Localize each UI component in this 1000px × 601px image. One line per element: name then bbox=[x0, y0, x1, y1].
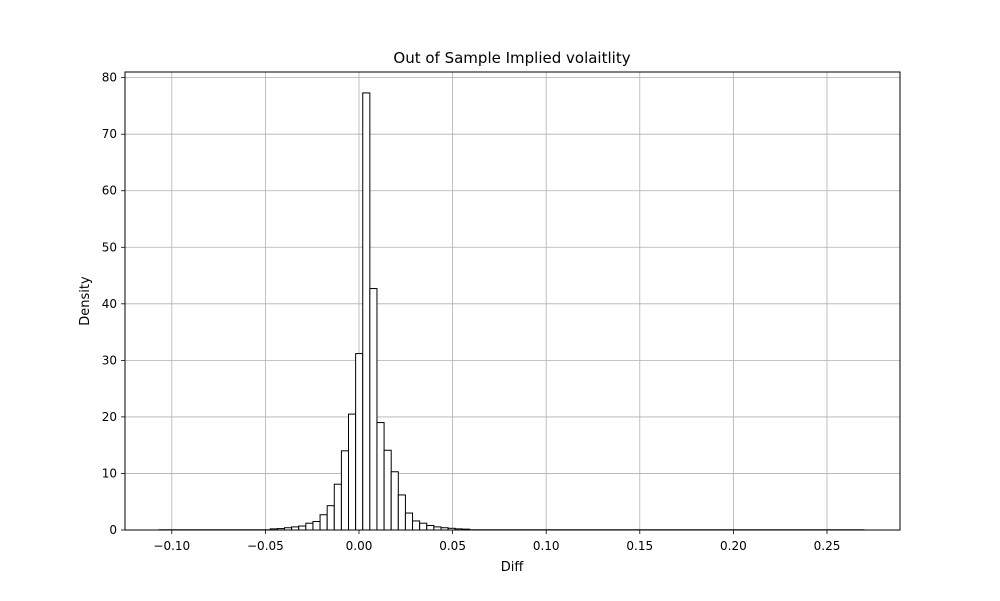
histogram-bar bbox=[348, 413, 357, 531]
x-tick-label: 0.10 bbox=[533, 539, 560, 553]
histogram-bar bbox=[362, 92, 371, 531]
y-tick-label: 60 bbox=[102, 184, 117, 198]
histogram-bar bbox=[397, 494, 406, 531]
y-tick-label: 50 bbox=[102, 240, 117, 254]
histogram-bar bbox=[419, 522, 428, 531]
y-axis-label: Density bbox=[78, 276, 93, 326]
histogram-bar bbox=[319, 514, 328, 531]
grid-lines bbox=[125, 72, 900, 531]
y-tick-label: 30 bbox=[102, 353, 117, 367]
histogram-bar bbox=[369, 288, 378, 531]
x-tick-label: 0.20 bbox=[720, 539, 747, 553]
axis-ticks: −0.10 −0.05 0.00 0.05 0.10 0.15 0.20 0.25 0 10 20 3… bbox=[102, 71, 841, 553]
chart-title: Out of Sample Implied volaitlity bbox=[393, 49, 630, 67]
histogram-bar bbox=[333, 483, 342, 531]
y-tick-label: 20 bbox=[102, 410, 117, 424]
x-tick-label: −0.10 bbox=[153, 539, 190, 553]
histogram-bar bbox=[326, 505, 335, 531]
y-tick-label: 80 bbox=[102, 71, 117, 85]
x-tick-label: 0.15 bbox=[626, 539, 653, 553]
histogram-bar bbox=[355, 353, 364, 531]
x-axis-label: Diff bbox=[501, 560, 525, 575]
x-tick-label: 0.05 bbox=[439, 539, 466, 553]
histogram-bar bbox=[340, 450, 350, 531]
histogram-bar bbox=[298, 525, 307, 531]
histogram-bar bbox=[376, 422, 385, 531]
y-tick-label: 10 bbox=[102, 466, 117, 480]
x-tick-label: −0.05 bbox=[247, 539, 284, 553]
histogram-bar bbox=[426, 524, 435, 531]
histogram-bar bbox=[312, 521, 321, 531]
y-tick-label: 0 bbox=[109, 523, 117, 537]
plot-frame bbox=[124, 71, 901, 531]
histogram-bar bbox=[390, 471, 399, 531]
y-tick-label: 70 bbox=[102, 127, 117, 141]
histogram-bar bbox=[305, 522, 314, 531]
histogram-bar bbox=[412, 520, 421, 531]
x-tick-label: 0.00 bbox=[346, 539, 373, 553]
histogram-bar bbox=[404, 512, 414, 531]
histogram-bar bbox=[383, 449, 392, 531]
y-tick-label: 40 bbox=[102, 297, 117, 311]
x-tick-label: 0.25 bbox=[814, 539, 841, 553]
